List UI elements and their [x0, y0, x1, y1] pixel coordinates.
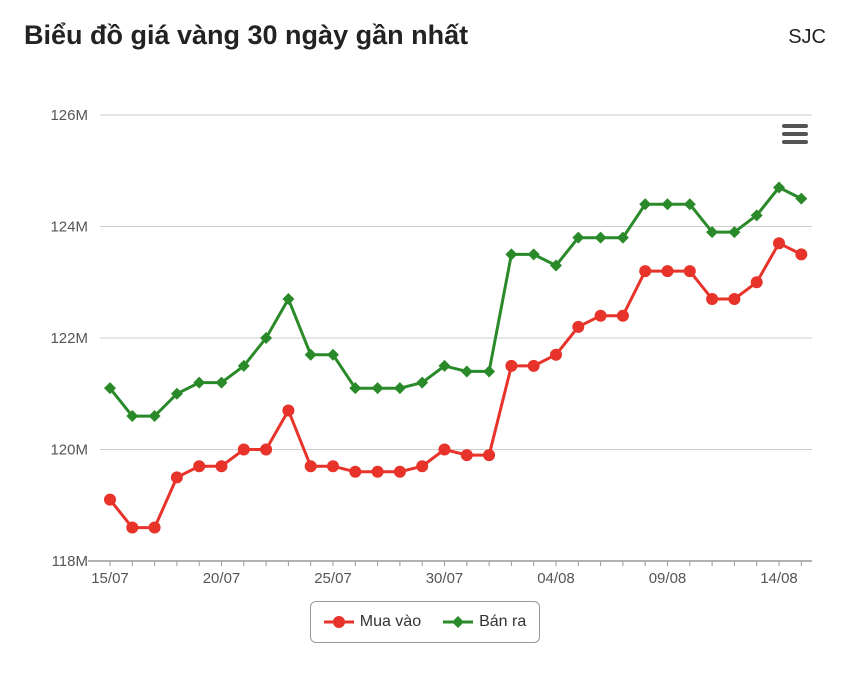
data-point-buy[interactable] [750, 276, 763, 289]
data-point-buy[interactable] [661, 265, 674, 278]
data-point-buy[interactable] [728, 292, 741, 305]
data-point-buy[interactable] [683, 265, 696, 278]
data-point-sell[interactable] [260, 332, 273, 344]
data-point-buy[interactable] [438, 443, 451, 456]
x-tick-label: 04/08 [537, 570, 575, 587]
data-point-buy[interactable] [260, 443, 273, 456]
series-sell [104, 181, 808, 423]
data-point-buy[interactable] [371, 465, 384, 478]
legend-label-sell: Bán ra [479, 613, 527, 630]
data-point-sell[interactable] [282, 292, 295, 305]
x-tick-label: 15/07 [91, 570, 129, 587]
data-point-buy[interactable] [416, 460, 429, 473]
data-point-sell[interactable] [483, 365, 496, 378]
data-point-sell[interactable] [594, 231, 607, 244]
data-point-sell[interactable] [527, 248, 540, 261]
data-point-sell[interactable] [728, 226, 741, 239]
data-point-sell[interactable] [661, 198, 674, 211]
data-point-buy[interactable] [527, 359, 540, 372]
series-buy [104, 237, 808, 534]
data-point-buy[interactable] [215, 460, 228, 473]
data-point-buy[interactable] [104, 493, 116, 506]
legend-circle-marker-icon [323, 616, 354, 628]
data-point-sell[interactable] [505, 248, 518, 261]
data-point-buy[interactable] [282, 404, 295, 417]
y-tick-label: 118M [52, 553, 88, 570]
data-point-buy[interactable] [237, 443, 250, 456]
data-point-sell[interactable] [148, 410, 161, 423]
data-point-buy[interactable] [706, 292, 719, 305]
data-point-buy[interactable] [148, 521, 161, 534]
data-point-sell[interactable] [683, 198, 696, 211]
chart-legend: Mua vào Bán ra [310, 601, 540, 643]
brand-label: SJC [788, 26, 826, 48]
data-point-buy[interactable] [349, 465, 362, 478]
data-point-sell[interactable] [393, 382, 406, 395]
hamburger-menu-icon-bar [782, 132, 808, 136]
grid-lines [100, 114, 812, 562]
data-point-sell[interactable] [460, 365, 473, 378]
data-point-sell[interactable] [327, 348, 339, 361]
legend-item-sell[interactable]: Bán ra [443, 613, 526, 631]
data-point-buy[interactable] [304, 460, 317, 473]
data-point-sell[interactable] [237, 359, 250, 372]
data-point-sell[interactable] [126, 410, 139, 423]
hamburger-menu-icon [782, 124, 808, 128]
data-point-buy[interactable] [393, 465, 406, 478]
data-point-sell[interactable] [773, 181, 785, 194]
data-point-sell[interactable] [438, 359, 451, 372]
data-point-sell[interactable] [349, 382, 362, 395]
x-tick-label: 20/07 [203, 570, 241, 587]
data-point-buy[interactable] [594, 309, 607, 322]
page-title: Biểu đồ giá vàng 30 ngày gần nhất [24, 20, 469, 50]
hamburger-menu-icon-bar [782, 140, 808, 144]
y-tick-label: 126M [50, 107, 88, 124]
series-line [108, 186, 802, 418]
data-point-sell[interactable] [616, 231, 629, 244]
x-tick-label: 09/08 [649, 570, 687, 587]
axes: 118M 120M 122M 124M 126M 15/07 20/07 25/07 30/07… [50, 107, 812, 587]
x-tick-label: 25/07 [314, 570, 352, 587]
data-point-sell[interactable] [193, 376, 206, 389]
y-tick-label: 124M [50, 219, 88, 236]
data-point-sell[interactable] [104, 382, 116, 395]
data-point-buy[interactable] [483, 449, 496, 462]
data-point-sell[interactable] [572, 231, 585, 244]
y-tick-label: 120M [50, 442, 88, 459]
legend-item-buy[interactable]: Mua vào [323, 613, 422, 631]
legend-label-buy: Mua vào [359, 613, 422, 630]
data-point-buy[interactable] [193, 460, 206, 473]
data-point-sell[interactable] [639, 198, 652, 211]
data-point-sell[interactable] [371, 382, 384, 395]
data-point-sell[interactable] [750, 209, 763, 222]
data-point-sell[interactable] [550, 259, 562, 272]
data-point-buy[interactable] [773, 237, 785, 250]
series-line [108, 241, 802, 530]
data-point-sell[interactable] [795, 192, 808, 205]
data-point-buy[interactable] [639, 265, 652, 278]
data-point-sell[interactable] [706, 226, 719, 239]
x-tick-label: 30/07 [426, 570, 464, 587]
legend-diamond-marker-icon [443, 616, 474, 628]
data-point-buy[interactable] [327, 460, 339, 473]
data-point-sell[interactable] [215, 376, 228, 389]
y-tick-label: 122M [50, 330, 88, 347]
data-point-buy[interactable] [572, 320, 585, 333]
chart-menu-button[interactable] [778, 120, 812, 150]
data-point-buy[interactable] [460, 449, 473, 462]
x-tick-label: 14/08 [760, 570, 798, 587]
data-point-buy[interactable] [126, 521, 139, 534]
data-point-sell[interactable] [170, 387, 183, 400]
data-point-buy[interactable] [550, 348, 562, 361]
data-point-buy[interactable] [170, 471, 183, 484]
data-point-sell[interactable] [304, 348, 317, 361]
series-layer [104, 181, 808, 534]
data-point-sell[interactable] [416, 376, 429, 389]
data-point-buy[interactable] [795, 248, 808, 261]
data-point-buy[interactable] [505, 359, 518, 372]
data-point-buy[interactable] [616, 309, 629, 322]
